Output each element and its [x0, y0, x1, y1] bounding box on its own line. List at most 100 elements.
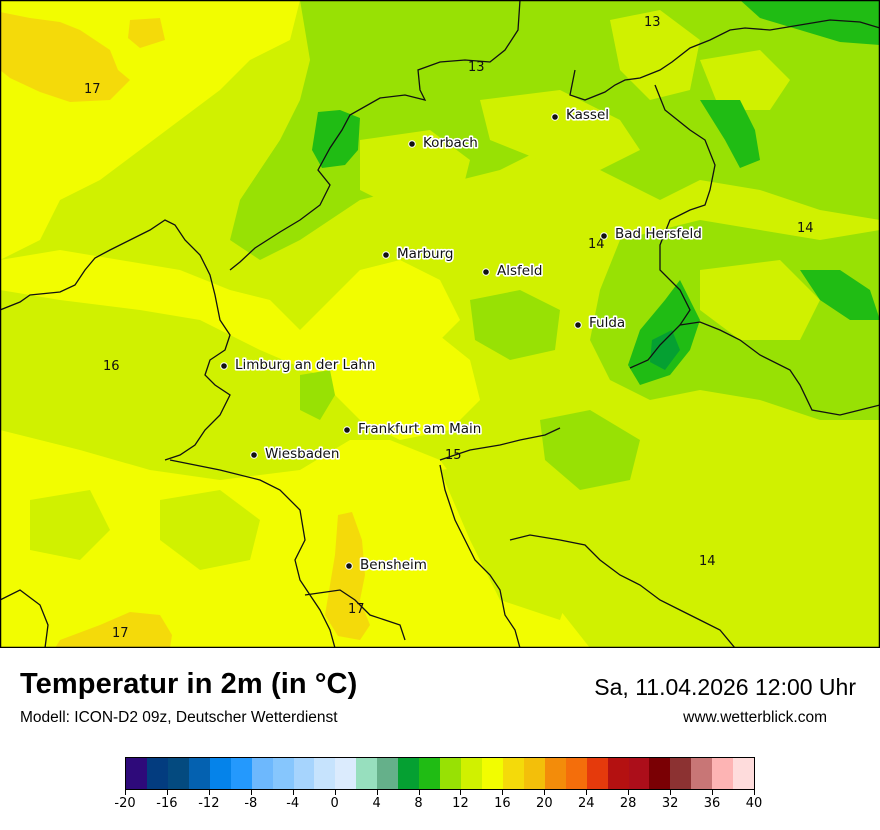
border-rhine-main	[169, 459, 336, 648]
colorbar-tick	[250, 790, 252, 795]
temperature-map: 17 13 13 14 14 16 15 14 17 17 Kassel Kor…	[0, 0, 880, 648]
colorbar-segment	[691, 758, 713, 789]
mild-patch-korbach	[360, 130, 470, 210]
colorbar-segment	[461, 758, 482, 789]
cold-spot-east	[800, 270, 880, 320]
colorbar-tick	[334, 790, 336, 795]
colorbar-tick-label: -16	[156, 796, 178, 811]
colorbar-segment	[712, 758, 734, 789]
value-label: 14	[588, 237, 605, 252]
valid-datetime: Sa, 11.04.2026 12:00 Uhr	[594, 674, 856, 700]
city-bensheim: Bensheim	[345, 555, 429, 575]
city-dot-icon	[482, 268, 490, 276]
mild-patch-north2	[610, 10, 700, 100]
colorbar-segment	[523, 758, 545, 789]
border-southwest	[0, 589, 49, 648]
colorbar-tick	[544, 790, 546, 795]
hot-spot-northwest	[0, 12, 130, 102]
city-limburg: Limburg an der Lahn	[220, 355, 377, 375]
colorbar-segment	[126, 758, 147, 789]
colorbar-segment	[607, 758, 629, 789]
cool-patch-sw2	[160, 490, 260, 570]
colorbar-segment	[565, 758, 587, 789]
mild-patch-north1	[480, 90, 640, 170]
city-label: Bensheim	[360, 557, 427, 573]
colorbar-tick	[166, 790, 168, 795]
colorbar-segment	[398, 758, 420, 789]
website-link[interactable]: www.wetterblick.com	[683, 709, 827, 726]
value-label: 17	[84, 82, 101, 97]
cool-patch-sw1	[20, 370, 150, 450]
colorbar-tick-label: 0	[330, 796, 339, 811]
colorbar-tick-label: 28	[619, 796, 637, 811]
colorbar-tick	[712, 790, 714, 795]
colorbar-tick-label: 8	[414, 796, 423, 811]
colorbar-tick	[586, 790, 588, 795]
hot-spot-southwest	[55, 612, 172, 648]
border-southeast	[439, 464, 521, 648]
colorbar-segment	[586, 758, 608, 789]
value-label: 13	[468, 60, 485, 75]
city-label: Marburg	[397, 246, 453, 262]
border-werra	[629, 84, 716, 369]
colorbar-tick	[502, 790, 504, 795]
colorbar-tick	[125, 790, 126, 795]
warm-region-rhine	[310, 300, 480, 440]
city-kassel: Kassel	[551, 105, 611, 125]
colorbar-tick-label: 40	[745, 796, 763, 811]
city-dot-icon	[220, 362, 228, 370]
city-label: Bad Hersfeld	[615, 226, 702, 242]
colorbar-tick	[292, 790, 294, 795]
city-dot-icon	[382, 251, 390, 259]
colorbar-segment	[146, 758, 168, 789]
city-label: Wiesbaden	[265, 446, 339, 462]
colorbar-segment	[293, 758, 315, 789]
city-label: Limburg an der Lahn	[235, 357, 375, 373]
colorbar-segment	[335, 758, 357, 789]
colorbar-segment	[502, 758, 524, 789]
border-west-rlp	[0, 219, 231, 461]
cold-spot-rhoen	[628, 280, 700, 385]
colorbar-segment	[544, 758, 566, 789]
city-markers: Kassel Korbach Bad Hersfeld Marburg Alsf…	[220, 105, 703, 575]
colorbar-segment	[272, 758, 294, 789]
city-korbach: Korbach	[408, 133, 479, 153]
value-label: 16	[103, 359, 120, 374]
cold-spot-reinhardswald	[700, 100, 760, 168]
cool-patch-taunus	[170, 390, 300, 470]
cool-patch-sw3	[30, 490, 110, 560]
colorbar-segment	[440, 758, 461, 789]
colorbar-segment	[481, 758, 503, 789]
city-marburg: Marburg	[382, 244, 455, 264]
value-labels: 17 13 13 14 14 16 15 14 17 17	[84, 15, 814, 641]
model-subtitle: Modell: ICON-D2 09z, Deutscher Wetterdie…	[20, 709, 338, 726]
colorbar-segment	[628, 758, 650, 789]
value-label: 17	[112, 626, 129, 641]
city-dot-icon	[408, 140, 416, 148]
border-rhoen-east	[679, 321, 880, 416]
cool-region-spessart	[540, 410, 640, 490]
mild-patch-east	[700, 260, 820, 340]
warm-region-south	[0, 430, 590, 648]
chart-title: Temperatur in 2m (in °C)	[20, 668, 358, 700]
colorbar-ticks: -20 -16 -12 -8 -4 0 4 8 12 16 20 24 28 32 36 40	[114, 790, 762, 820]
city-fulda: Fulda	[574, 313, 627, 333]
colorbar-tick	[208, 790, 210, 795]
colorbar-segment	[377, 758, 399, 789]
colorbar-tick	[670, 790, 672, 795]
colorbar-segment	[356, 758, 378, 789]
city-dot-icon	[574, 321, 582, 329]
cool-patch-frankfurt	[300, 370, 335, 420]
colorbar-tick-label: -12	[198, 796, 220, 811]
colorbar-legend	[125, 757, 755, 790]
administrative-borders	[0, 0, 880, 648]
colorbar-segment	[419, 758, 441, 789]
mild-patch-north3	[700, 50, 790, 110]
city-dot-icon	[345, 562, 353, 570]
border-bensheim	[304, 589, 406, 641]
cold-spot-rhoen-core	[650, 330, 680, 370]
colorbar-tick-label: 24	[577, 796, 595, 811]
city-dot-icon	[343, 426, 351, 434]
border-kassel-east	[569, 19, 880, 101]
cold-spot-northeast	[740, 0, 880, 45]
